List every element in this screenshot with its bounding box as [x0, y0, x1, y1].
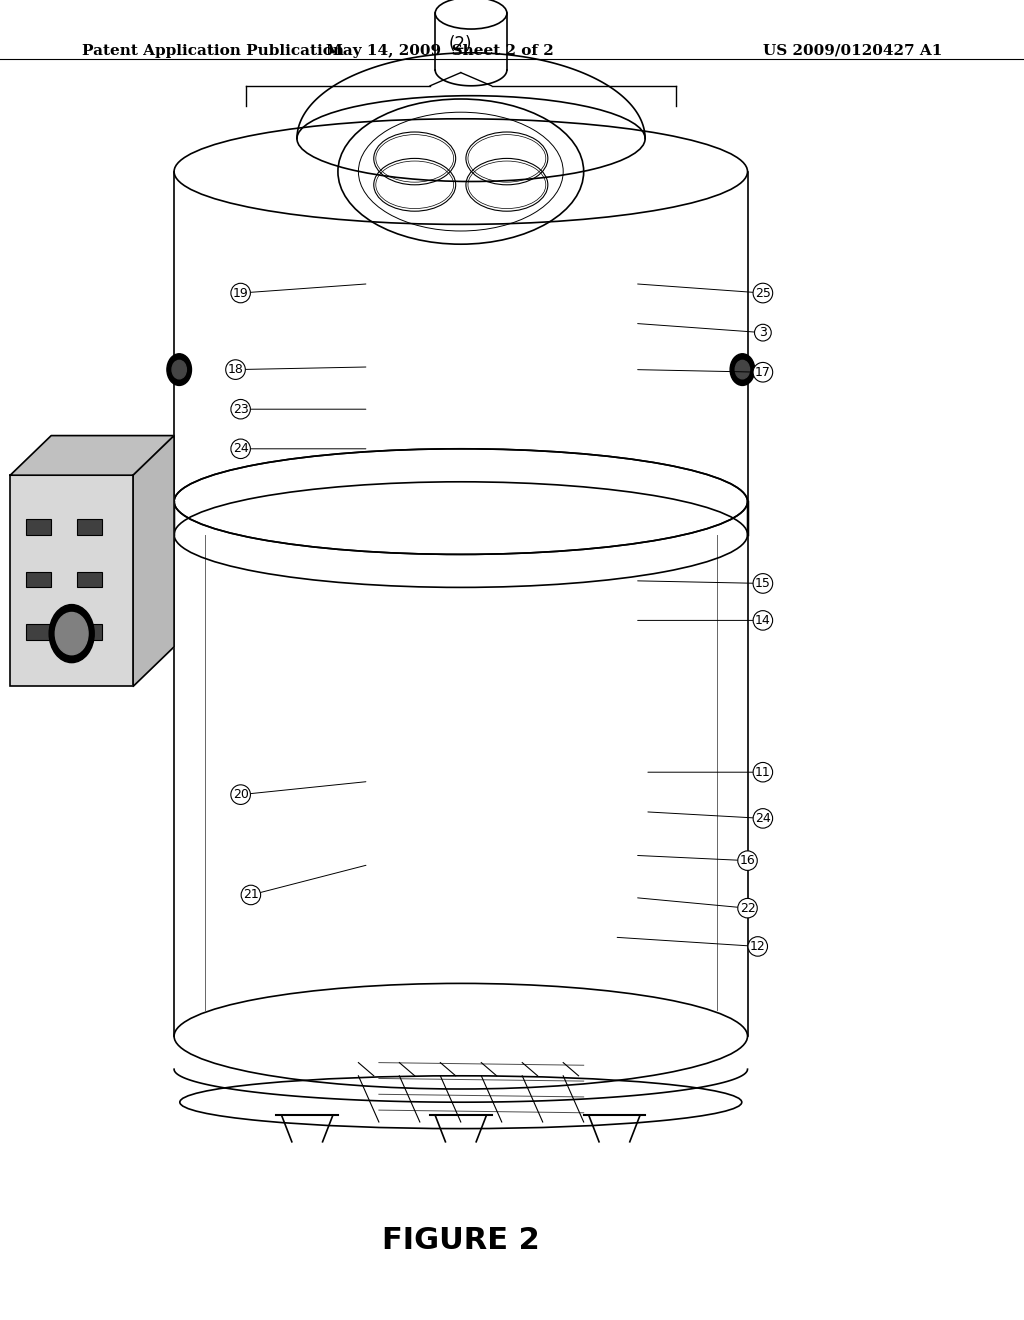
- Text: 22: 22: [739, 902, 756, 915]
- Bar: [26, 572, 51, 587]
- Text: US 2009/0120427 A1: US 2009/0120427 A1: [763, 44, 942, 58]
- Text: 14: 14: [755, 614, 771, 627]
- Text: 20: 20: [232, 788, 249, 801]
- Polygon shape: [10, 436, 174, 475]
- Bar: [77, 519, 102, 535]
- Text: 24: 24: [232, 442, 249, 455]
- Text: Patent Application Publication: Patent Application Publication: [82, 44, 344, 58]
- Circle shape: [730, 354, 755, 385]
- Text: FIGURE 2: FIGURE 2: [382, 1226, 540, 1255]
- Circle shape: [55, 612, 88, 655]
- Text: 16: 16: [739, 854, 756, 867]
- Bar: [77, 572, 102, 587]
- Text: 11: 11: [755, 766, 771, 779]
- Bar: [26, 624, 51, 640]
- Text: 25: 25: [755, 286, 771, 300]
- Text: 3: 3: [759, 326, 767, 339]
- Text: 21: 21: [243, 888, 259, 902]
- Text: 18: 18: [227, 363, 244, 376]
- Bar: [26, 519, 51, 535]
- Text: 12: 12: [750, 940, 766, 953]
- Text: May 14, 2009  Sheet 2 of 2: May 14, 2009 Sheet 2 of 2: [327, 44, 554, 58]
- Circle shape: [172, 360, 186, 379]
- Polygon shape: [133, 436, 174, 686]
- Text: (2): (2): [450, 34, 472, 53]
- Circle shape: [49, 605, 94, 663]
- Circle shape: [735, 360, 750, 379]
- Text: 23: 23: [232, 403, 249, 416]
- Text: 19: 19: [232, 286, 249, 300]
- Text: 15: 15: [755, 577, 771, 590]
- Text: 24: 24: [755, 812, 771, 825]
- Bar: [77, 624, 102, 640]
- Circle shape: [167, 354, 191, 385]
- Bar: [10, 475, 133, 686]
- Text: 17: 17: [755, 366, 771, 379]
